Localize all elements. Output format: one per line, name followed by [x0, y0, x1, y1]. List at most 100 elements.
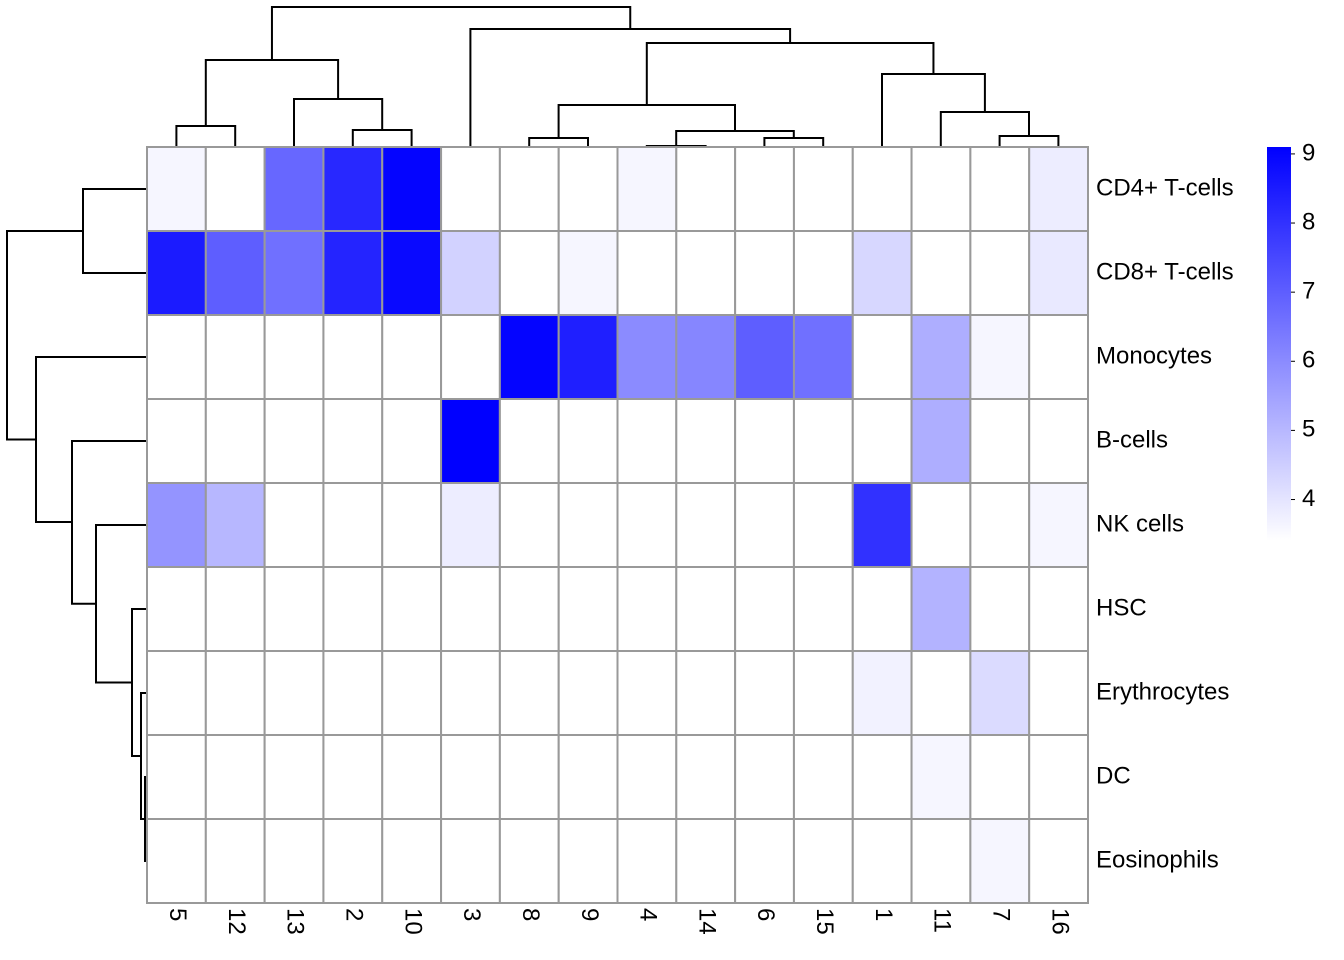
heatmap-cell [322, 482, 384, 568]
heatmap-cell [204, 314, 266, 400]
heatmap-cell [616, 230, 678, 316]
heatmap-cell [969, 482, 1031, 568]
heatmap-cell [381, 482, 443, 568]
heatmap-cell [910, 230, 972, 316]
heatmap-cell [1028, 650, 1089, 736]
column-label: 14 [693, 908, 720, 935]
row-label: DC [1096, 762, 1131, 789]
heatmap-cell [498, 482, 560, 568]
heatmap-cell [616, 734, 678, 820]
heatmap-cell [204, 650, 266, 736]
heatmap-cell [204, 482, 266, 568]
heatmap-cell [969, 398, 1031, 484]
heatmap-cell [322, 566, 384, 652]
heatmap-cell [910, 482, 972, 568]
heatmap-cell [675, 650, 737, 736]
heatmap-cell [851, 566, 913, 652]
heatmap-cell [734, 146, 795, 232]
column-label: 2 [341, 908, 368, 921]
heatmap-cell [910, 734, 972, 820]
column-label: 8 [517, 908, 544, 921]
row-dendrogram [6, 188, 147, 862]
heatmap-cell [440, 734, 501, 820]
heatmap-cell [969, 566, 1031, 652]
row-label: NK cells [1096, 510, 1184, 537]
heatmap-cell [792, 398, 854, 484]
column-label: 16 [1046, 908, 1073, 935]
heatmap-cell [498, 314, 560, 400]
heatmap-cell [675, 566, 737, 652]
heatmap-cell [263, 482, 325, 568]
row-label: Monocytes [1096, 342, 1212, 369]
heatmap-cell [557, 398, 619, 484]
heatmap-cell [675, 146, 737, 232]
heatmap-cell [498, 146, 560, 232]
heatmap-cell [381, 818, 443, 904]
colorbar-tick-label: 6 [1302, 347, 1315, 374]
heatmap-cell [263, 818, 325, 904]
heatmap-cell [675, 230, 737, 316]
heatmap-cell [792, 734, 854, 820]
heatmap-cell [498, 566, 560, 652]
heatmap-cell [440, 230, 501, 316]
column-label: 1 [870, 908, 897, 921]
heatmap-cell [557, 734, 619, 820]
heatmap-cell [734, 734, 795, 820]
heatmap-cell [204, 398, 266, 484]
heatmap-cell [792, 650, 854, 736]
heatmap-cell [498, 650, 560, 736]
heatmap-cell [204, 734, 266, 820]
heatmap-cell [616, 566, 678, 652]
heatmap-cell [734, 482, 795, 568]
heatmap-cell [734, 314, 795, 400]
colorbar-tick-label: 9 [1302, 139, 1315, 166]
heatmap-cell [263, 230, 325, 316]
heatmap-cell [1028, 146, 1089, 232]
heatmap-cell [146, 566, 207, 652]
heatmap-cell [792, 146, 854, 232]
heatmap-cell [498, 818, 560, 904]
heatmap-cell [440, 566, 501, 652]
column-label: 10 [399, 908, 426, 935]
heatmap-cell [910, 818, 972, 904]
heatmap-cell [734, 230, 795, 316]
heatmap-cell [675, 818, 737, 904]
heatmap-cell [557, 818, 619, 904]
heatmap-cell [616, 398, 678, 484]
heatmap-cell [792, 314, 854, 400]
heatmap-cell [263, 314, 325, 400]
heatmap-cell [851, 482, 913, 568]
heatmap-cell [969, 230, 1031, 316]
heatmap-cell [440, 146, 501, 232]
heatmap-cell [381, 230, 443, 316]
heatmap-cell [146, 818, 207, 904]
heatmap-cell [675, 734, 737, 820]
heatmap-cell [146, 650, 207, 736]
heatmap-cell [616, 314, 678, 400]
heatmap-cell [792, 566, 854, 652]
heatmap-cell [322, 230, 384, 316]
colorbar-tick-label: 7 [1302, 278, 1315, 305]
heatmap-cell [675, 482, 737, 568]
heatmap-cell [498, 734, 560, 820]
heatmap-cell [1028, 314, 1089, 400]
heatmap-cell [557, 230, 619, 316]
heatmap-cell [146, 314, 207, 400]
heatmap-cell [557, 314, 619, 400]
column-label: 6 [752, 908, 779, 921]
heatmap-cell [1028, 230, 1089, 316]
heatmap-cell [322, 314, 384, 400]
colorbar-tick-label: 8 [1302, 208, 1315, 235]
column-label: 4 [635, 908, 662, 921]
heatmap-cell [146, 734, 207, 820]
heatmap-cell [616, 482, 678, 568]
heatmap-cell [557, 650, 619, 736]
heatmap-cell [910, 314, 972, 400]
heatmap-cell [851, 398, 913, 484]
heatmap-cell [440, 314, 501, 400]
heatmap-cell [734, 650, 795, 736]
colorbar-tick-label: 5 [1302, 416, 1315, 443]
heatmap-cell [910, 566, 972, 652]
heatmap-cell [734, 818, 795, 904]
column-label: 9 [576, 908, 603, 921]
